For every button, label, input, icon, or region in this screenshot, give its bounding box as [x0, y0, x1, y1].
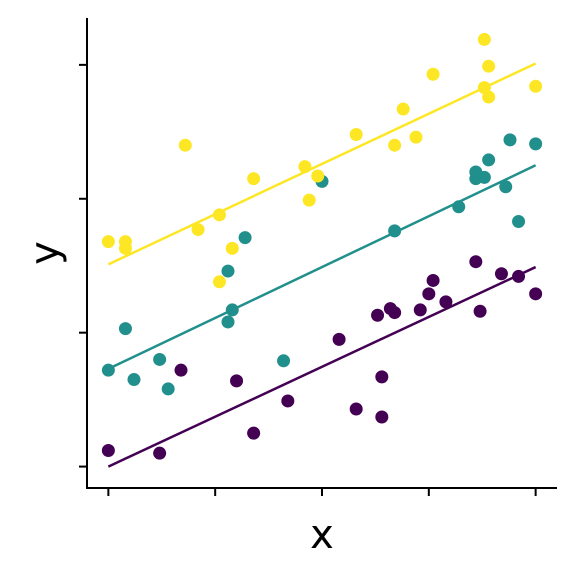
point [101, 363, 115, 377]
point [153, 352, 167, 366]
point [439, 295, 453, 309]
point [482, 90, 496, 104]
fit-line [107, 164, 537, 370]
x-axis-label: x [310, 512, 334, 558]
point [127, 373, 141, 387]
point [247, 426, 261, 440]
point [499, 180, 513, 194]
point [426, 67, 440, 81]
point [238, 231, 252, 245]
point [153, 446, 167, 460]
point [230, 374, 244, 388]
point [477, 32, 491, 46]
fit-line [107, 265, 537, 468]
point [225, 303, 239, 317]
point [529, 79, 543, 93]
point [388, 306, 402, 320]
point [118, 322, 132, 336]
point [482, 153, 496, 167]
point [212, 208, 226, 222]
point [388, 224, 402, 238]
point [409, 130, 423, 144]
point [298, 160, 312, 174]
point [101, 235, 115, 249]
point [529, 287, 543, 301]
point [452, 200, 466, 214]
point [512, 215, 526, 229]
point [221, 315, 235, 329]
point [101, 444, 115, 458]
point [311, 169, 325, 183]
point [494, 267, 508, 281]
point [375, 370, 389, 384]
point [371, 308, 385, 322]
point [396, 102, 410, 116]
point [174, 363, 188, 377]
point [349, 402, 363, 416]
point [178, 138, 192, 152]
point [529, 137, 543, 151]
point [413, 303, 427, 317]
y-axis-label: y [22, 241, 68, 265]
point [388, 138, 402, 152]
fit-line [107, 62, 537, 266]
point [512, 269, 526, 283]
point [477, 170, 491, 184]
point [482, 59, 496, 73]
point [161, 382, 175, 396]
point [118, 241, 132, 255]
point [212, 275, 226, 289]
point [349, 127, 363, 141]
point [281, 394, 295, 408]
point [225, 241, 239, 255]
point [426, 273, 440, 287]
point [277, 354, 291, 368]
point [469, 255, 483, 269]
point [422, 287, 436, 301]
point [247, 172, 261, 186]
point [221, 264, 235, 278]
point [191, 223, 205, 237]
point [332, 332, 346, 346]
point [375, 410, 389, 424]
point [503, 133, 517, 147]
point [302, 193, 316, 207]
point [473, 304, 487, 318]
